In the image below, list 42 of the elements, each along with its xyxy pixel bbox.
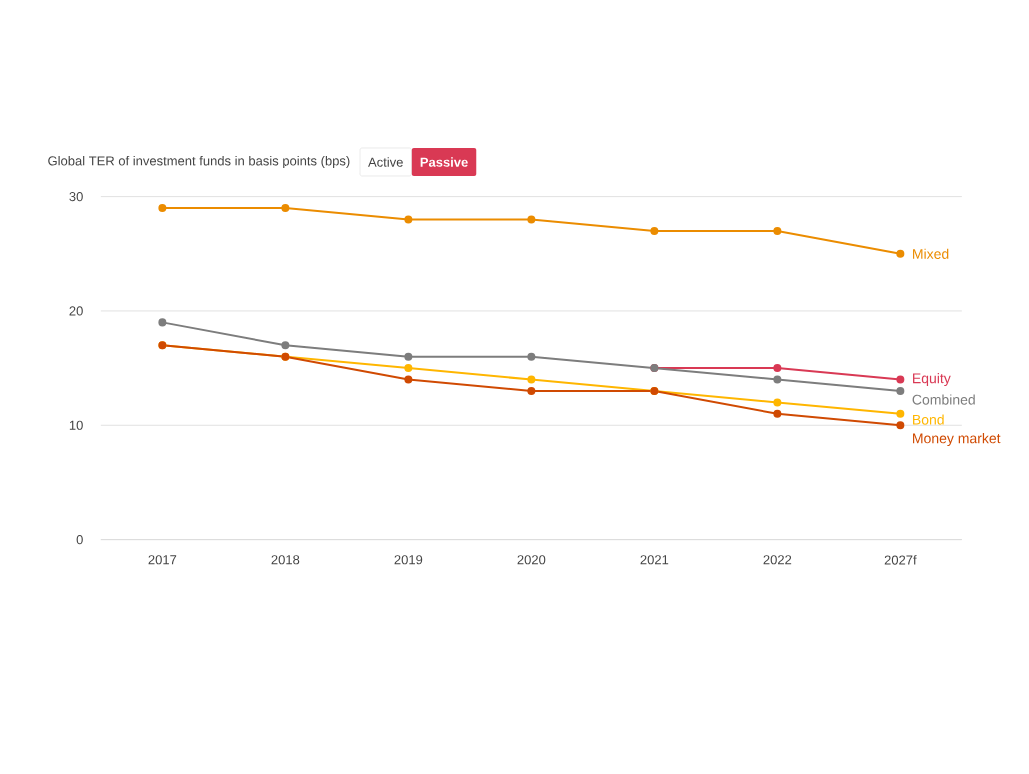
point	[404, 352, 413, 361]
x-tick-label: 2027f	[884, 555, 917, 565]
series-label: Combined	[912, 394, 975, 405]
point	[773, 364, 782, 373]
point	[896, 386, 905, 395]
point	[404, 215, 413, 224]
point	[158, 318, 167, 327]
chart-title: Global TER of investment funds in basis points (bps)	[48, 155, 350, 169]
text: Passive	[420, 157, 468, 167]
series-label: Mixed	[913, 248, 949, 259]
point	[527, 375, 536, 384]
x-tick-label: 2020	[517, 555, 546, 565]
point	[650, 226, 659, 235]
y-tick-label: 10	[69, 420, 83, 430]
series-label: Equity	[913, 373, 951, 387]
point	[896, 375, 905, 384]
point	[158, 204, 167, 213]
y-tick-label: 0	[76, 535, 83, 545]
point	[527, 386, 536, 395]
series-label: Bond	[913, 414, 944, 425]
y-tick-label: 30	[69, 192, 83, 202]
point	[896, 249, 905, 258]
point	[527, 215, 536, 224]
point	[773, 375, 782, 384]
point	[773, 409, 782, 418]
point	[773, 226, 782, 235]
x-tick-label: 2021	[640, 555, 669, 565]
point	[281, 341, 290, 350]
x-tick-label: 2019	[394, 555, 423, 565]
point	[281, 204, 290, 213]
x-tick-label: 2022	[763, 555, 792, 565]
x-tick-label: 2018	[271, 555, 300, 565]
point	[527, 352, 536, 361]
series-label: Money market	[913, 433, 1001, 447]
point	[404, 364, 413, 373]
point	[896, 409, 905, 418]
y-tick-label: 20	[69, 306, 83, 316]
point	[773, 398, 782, 407]
point	[404, 375, 413, 384]
text: Active	[368, 157, 403, 167]
point	[896, 421, 905, 430]
x-tick-label: 2017	[148, 555, 177, 565]
